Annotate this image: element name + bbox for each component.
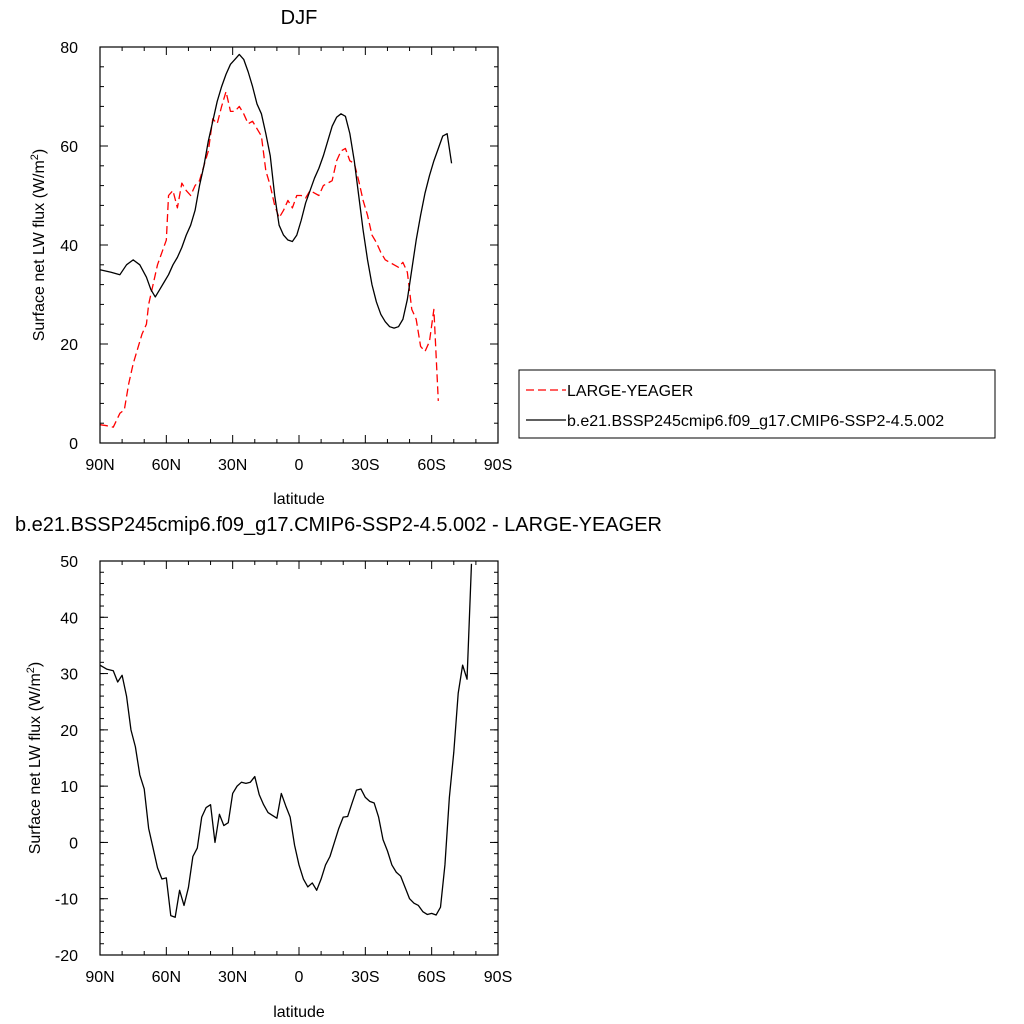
top-xtick-label: 90N: [85, 457, 114, 474]
top-ytick-label: 0: [69, 436, 78, 453]
top-y-axis-label: Surface net LW flux (W/m2): [29, 149, 48, 342]
bottom-ytick-label: 40: [60, 610, 78, 627]
bottom-ytick-label: 0: [69, 835, 78, 852]
legend-label-b-e21: b.e21.BSSP245cmip6.f09_g17.CMIP6-SSP2-4.…: [567, 413, 944, 430]
top-series-line-1: [99, 53, 453, 329]
bottom-ytick-label: -10: [55, 892, 78, 909]
top-xtick-label: 30N: [218, 457, 247, 474]
bottom-y-axis-label: Surface net LW flux (W/m2): [25, 662, 44, 855]
bottom-plot-frame: [99, 560, 499, 956]
bottom-ytick-label: 30: [60, 667, 78, 684]
bottom-ytick-label: 10: [60, 779, 78, 796]
legend: LARGE-YEAGER b.e21.BSSP245cmip6.f09_g17.…: [518, 369, 996, 439]
top-xtick-label: 90S: [484, 457, 512, 474]
top-series-line-0: [99, 90, 439, 428]
bottom-xtick-label: 0: [295, 969, 304, 986]
top-xtick-label: 30S: [351, 457, 379, 474]
top-plot-frame: [99, 46, 499, 444]
top-chart-title: DJF: [281, 7, 318, 29]
bottom-x-axis-label: latitude: [273, 1004, 325, 1021]
top-xtick-label: 60S: [417, 457, 445, 474]
bottom-chart-title: b.e21.BSSP245cmip6.f09_g17.CMIP6-SSP2-4.…: [15, 514, 662, 536]
top-xtick-label: 0: [295, 457, 304, 474]
top-ytick-label: 40: [60, 238, 78, 255]
legend-label-large-yeager: LARGE-YEAGER: [567, 383, 693, 400]
top-xtick-label: 60N: [152, 457, 181, 474]
top-ytick-label: 20: [60, 337, 78, 354]
bottom-xtick-label: 90S: [484, 969, 512, 986]
top-x-axis-label: latitude: [273, 491, 325, 508]
top-ytick-label: 60: [60, 139, 78, 156]
bottom-xtick-label: 90N: [85, 969, 114, 986]
bottom-xtick-label: 60S: [417, 969, 445, 986]
bottom-xtick-label: 30S: [351, 969, 379, 986]
bottom-xtick-label: 60N: [152, 969, 181, 986]
bottom-ytick-label: 50: [60, 554, 78, 571]
bottom-ytick-label: 20: [60, 723, 78, 740]
bottom-xtick-label: 30N: [218, 969, 247, 986]
bottom-series-line-0: [99, 563, 473, 918]
bottom-ytick-label: -20: [55, 948, 78, 965]
top-chart: DJF 90N 60N 30N 0 30S 60S 90S 0 20 40 60 80 latitud…: [29, 7, 512, 508]
top-ytick-label: 80: [60, 40, 78, 57]
bottom-chart: b.e21.BSSP245cmip6.f09_g17.CMIP6-SSP2-4.…: [15, 514, 662, 1021]
legend-box: [518, 369, 996, 439]
